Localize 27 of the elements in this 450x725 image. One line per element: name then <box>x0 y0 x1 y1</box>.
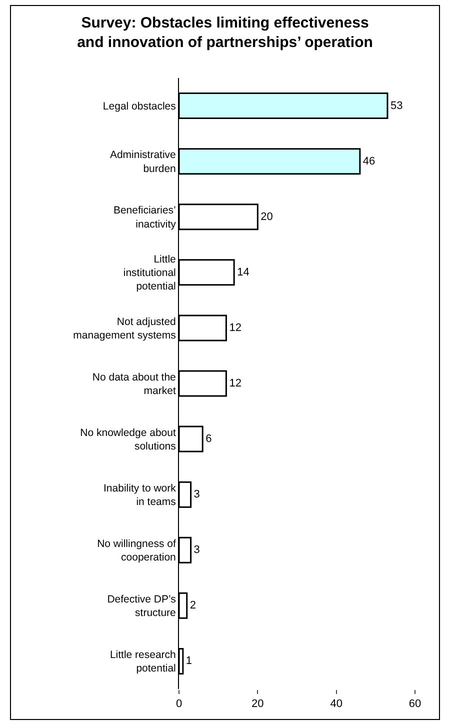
y-tick-label: No knowledge about solutions <box>80 426 176 453</box>
data-label: 46 <box>362 155 376 168</box>
y-tick-label: Inability to work in teams <box>104 482 177 508</box>
x-tick-label: 20 <box>252 698 264 710</box>
data-label: 2 <box>190 600 196 612</box>
y-tick-label: Defective DP’s structure <box>107 594 176 620</box>
y-tick-label: No willingness of cooperation <box>97 538 176 564</box>
y-tick-label: Little research potential <box>110 649 176 675</box>
data-label: 12 <box>229 322 242 334</box>
data-label: 20 <box>260 210 273 223</box>
y-tick-label: Beneficiaries’ inactivity <box>113 204 177 230</box>
y-tick-label: Legal obstacles <box>102 100 176 112</box>
y-tick-label: Little institutional potential <box>123 253 176 293</box>
data-label: 14 <box>237 266 250 278</box>
data-label: 3 <box>194 544 200 556</box>
x-tick-label: 60 <box>408 698 422 710</box>
data-label: 3 <box>194 488 200 501</box>
data-label: 1 <box>186 655 192 668</box>
y-tick-label: No data about the market <box>92 371 176 397</box>
data-label: 12 <box>229 378 242 390</box>
x-tick-label: 40 <box>330 698 342 710</box>
x-tick-label: 0 <box>176 698 182 710</box>
chart-title: Survey: Obstacles limiting effectiveness and innovation of partnerships’ operation <box>77 14 373 51</box>
y-tick-label: Administrative burden <box>110 149 176 175</box>
data-label: 53 <box>390 100 403 112</box>
y-tick-label: Not adjusted management systems <box>73 316 176 342</box>
data-label: 6 <box>206 433 212 446</box>
